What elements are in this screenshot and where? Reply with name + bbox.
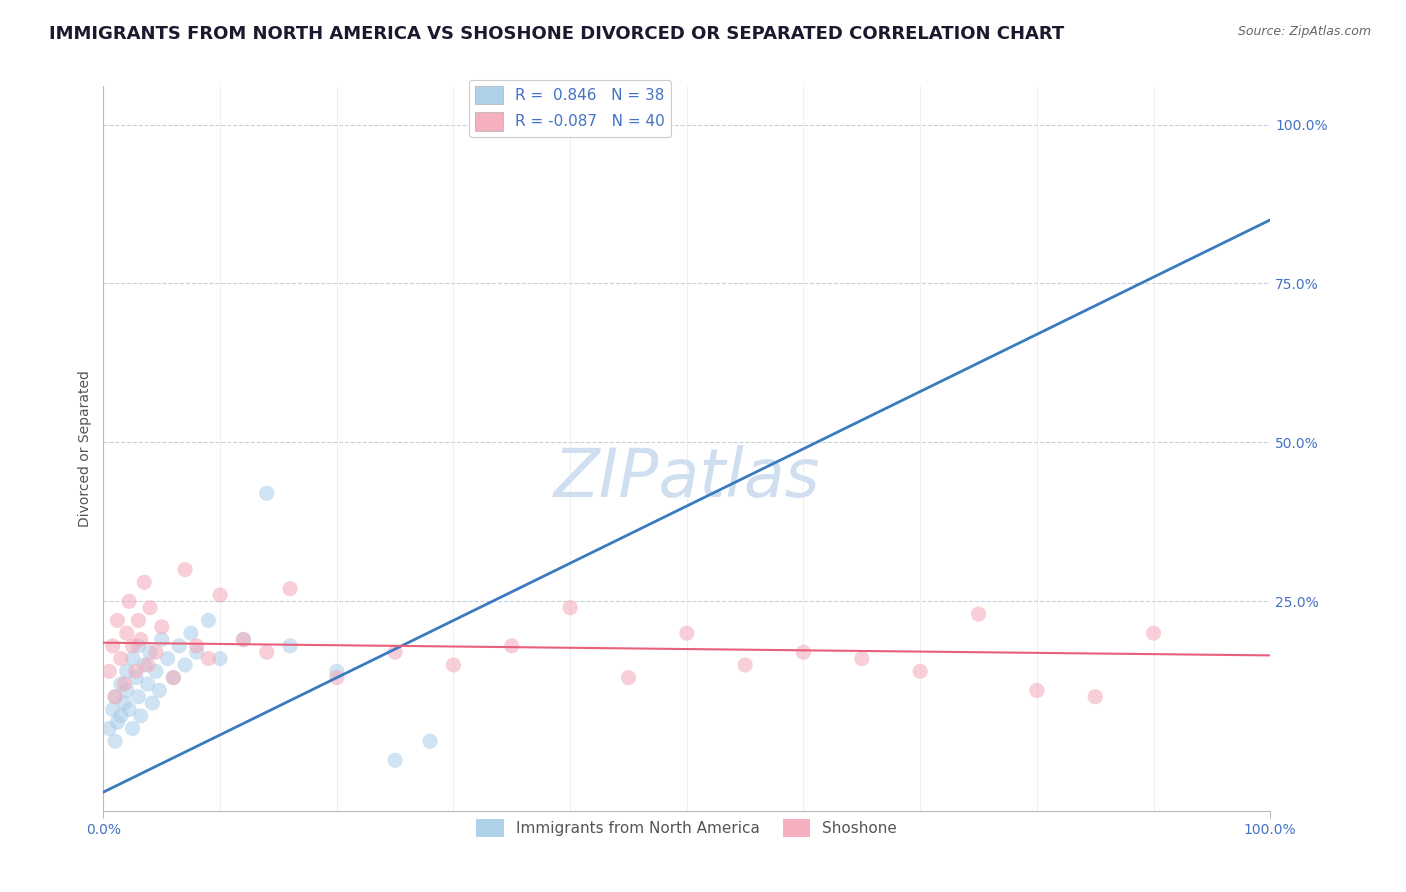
Point <box>384 753 406 767</box>
Point <box>256 486 278 500</box>
Y-axis label: Divorced or Separated: Divorced or Separated <box>79 370 93 527</box>
Point <box>232 632 254 647</box>
Text: Source: ZipAtlas.com: Source: ZipAtlas.com <box>1237 25 1371 38</box>
Legend: Immigrants from North America, Shoshone: Immigrants from North America, Shoshone <box>470 813 904 844</box>
Point <box>125 671 148 685</box>
Point <box>118 702 141 716</box>
Point <box>197 651 219 665</box>
Point <box>127 639 149 653</box>
Point <box>101 639 124 653</box>
Point <box>174 657 197 672</box>
Point <box>139 600 162 615</box>
Text: ZIPatlas: ZIPatlas <box>554 445 820 511</box>
Point <box>112 696 135 710</box>
Point <box>162 671 184 685</box>
Point <box>121 722 143 736</box>
Point <box>141 696 163 710</box>
Point <box>127 614 149 628</box>
Point <box>136 677 159 691</box>
Point <box>209 588 232 602</box>
Point <box>162 671 184 685</box>
Point <box>148 683 170 698</box>
Point <box>150 620 173 634</box>
Point <box>558 600 581 615</box>
Point <box>180 626 202 640</box>
Point <box>101 702 124 716</box>
Point <box>129 632 152 647</box>
Point <box>967 607 990 621</box>
Point <box>98 722 121 736</box>
Point <box>197 614 219 628</box>
Point <box>232 632 254 647</box>
Point <box>209 651 232 665</box>
Point <box>118 594 141 608</box>
Point <box>145 665 167 679</box>
Text: IMMIGRANTS FROM NORTH AMERICA VS SHOSHONE DIVORCED OR SEPARATED CORRELATION CHAR: IMMIGRANTS FROM NORTH AMERICA VS SHOSHON… <box>49 25 1064 43</box>
Point <box>501 639 523 653</box>
Point <box>792 645 814 659</box>
Point <box>134 575 156 590</box>
Point <box>104 734 127 748</box>
Point <box>675 626 697 640</box>
Point <box>121 639 143 653</box>
Point <box>419 734 441 748</box>
Point <box>167 639 190 653</box>
Point <box>129 708 152 723</box>
Point <box>136 657 159 672</box>
Point <box>110 708 132 723</box>
Point <box>104 690 127 704</box>
Point <box>1025 683 1047 698</box>
Point <box>278 582 301 596</box>
Point <box>104 690 127 704</box>
Point <box>121 651 143 665</box>
Point <box>115 665 138 679</box>
Point <box>125 665 148 679</box>
Point <box>278 639 301 653</box>
Point <box>105 614 128 628</box>
Point <box>1084 690 1107 704</box>
Point <box>127 690 149 704</box>
Point <box>384 645 406 659</box>
Point <box>98 665 121 679</box>
Point <box>326 665 349 679</box>
Point <box>145 645 167 659</box>
Point <box>105 715 128 730</box>
Point <box>156 651 179 665</box>
Point <box>186 645 208 659</box>
Point <box>134 657 156 672</box>
Point <box>110 677 132 691</box>
Point <box>326 671 349 685</box>
Point <box>150 632 173 647</box>
Point <box>110 651 132 665</box>
Point <box>734 657 756 672</box>
Point <box>443 657 465 672</box>
Point <box>139 645 162 659</box>
Point <box>186 639 208 653</box>
Point <box>617 671 640 685</box>
Point <box>1142 626 1164 640</box>
Point <box>174 563 197 577</box>
Point <box>908 665 931 679</box>
Point <box>112 677 135 691</box>
Point <box>115 626 138 640</box>
Point <box>851 651 873 665</box>
Point <box>115 683 138 698</box>
Point <box>256 645 278 659</box>
